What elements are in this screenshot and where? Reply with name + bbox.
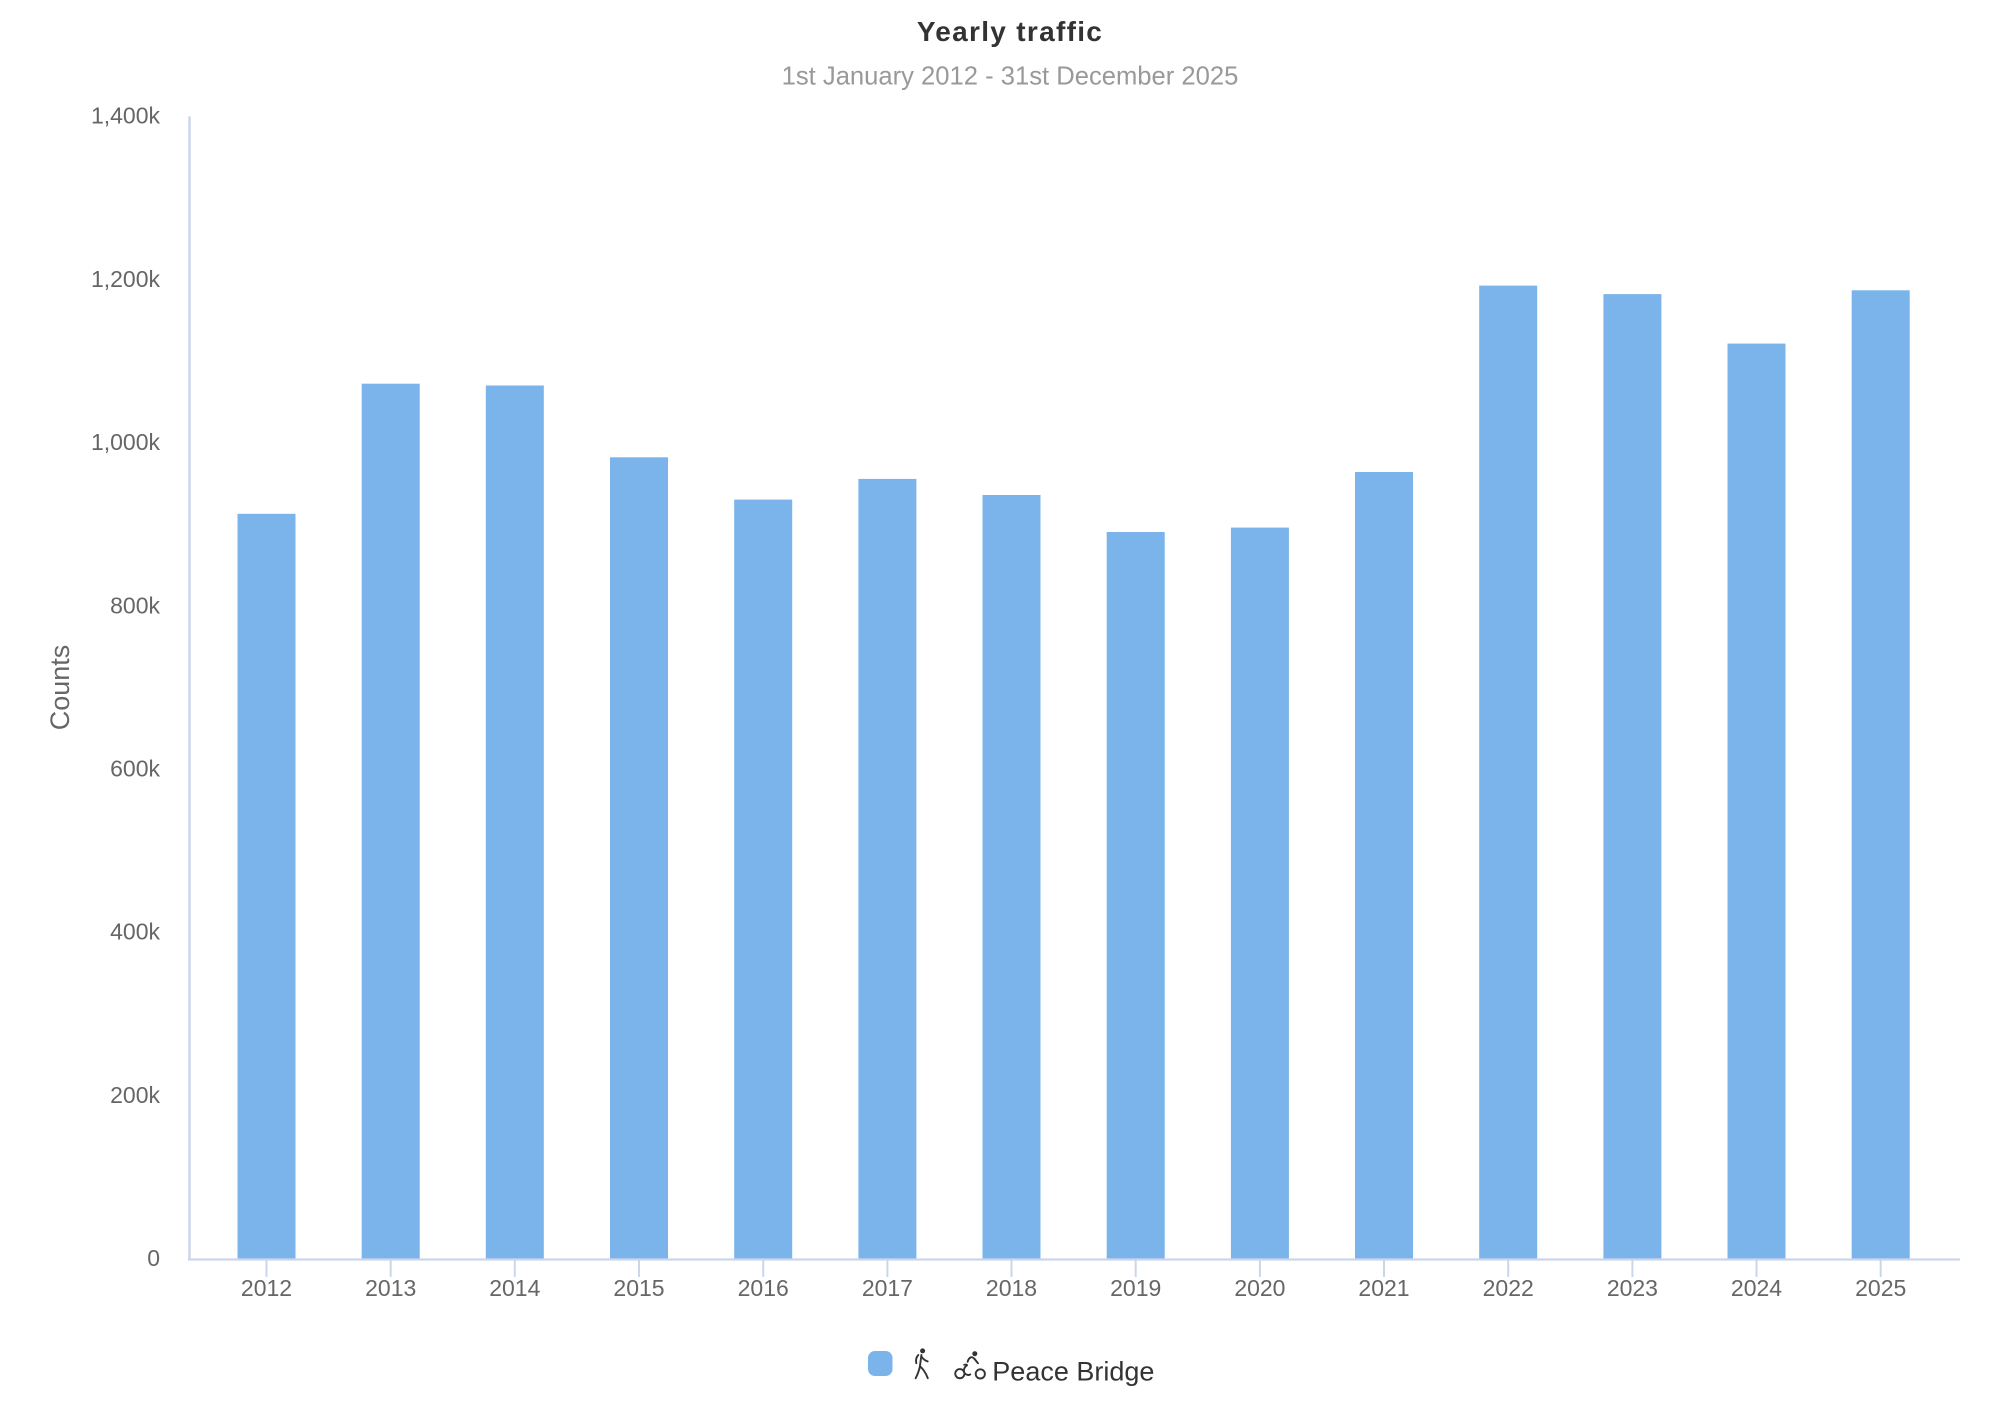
svg-text:1,200k: 1,200k	[91, 266, 161, 292]
svg-text:2017: 2017	[862, 1275, 913, 1301]
svg-text:800k: 800k	[110, 592, 160, 618]
svg-text:2021: 2021	[1358, 1275, 1409, 1301]
svg-text:Yearly traffic: Yearly traffic	[917, 16, 1103, 47]
svg-text:2013: 2013	[365, 1275, 416, 1301]
svg-text:2019: 2019	[1110, 1275, 1161, 1301]
svg-text:600k: 600k	[110, 756, 160, 782]
svg-text:400k: 400k	[110, 919, 160, 945]
svg-text:2025: 2025	[1855, 1275, 1906, 1301]
svg-text:2020: 2020	[1234, 1275, 1285, 1301]
svg-text:2024: 2024	[1731, 1275, 1782, 1301]
svg-text:2018: 2018	[986, 1275, 1037, 1301]
svg-text:1,400k: 1,400k	[91, 103, 161, 129]
svg-text:2023: 2023	[1607, 1275, 1658, 1301]
svg-text:2012: 2012	[241, 1275, 292, 1301]
svg-text:200k: 200k	[110, 1082, 160, 1108]
svg-text:Peace Bridge: Peace Bridge	[992, 1357, 1154, 1387]
svg-text:0: 0	[147, 1245, 160, 1271]
svg-text:1st January 2012 - 31st Decemb: 1st January 2012 - 31st December 2025	[782, 62, 1239, 90]
svg-text:2015: 2015	[613, 1275, 664, 1301]
svg-text:Counts: Counts	[45, 645, 75, 731]
svg-text:2016: 2016	[738, 1275, 789, 1301]
svg-text:1,000k: 1,000k	[91, 429, 161, 455]
svg-text:2014: 2014	[489, 1275, 540, 1301]
svg-text:2022: 2022	[1483, 1275, 1534, 1301]
